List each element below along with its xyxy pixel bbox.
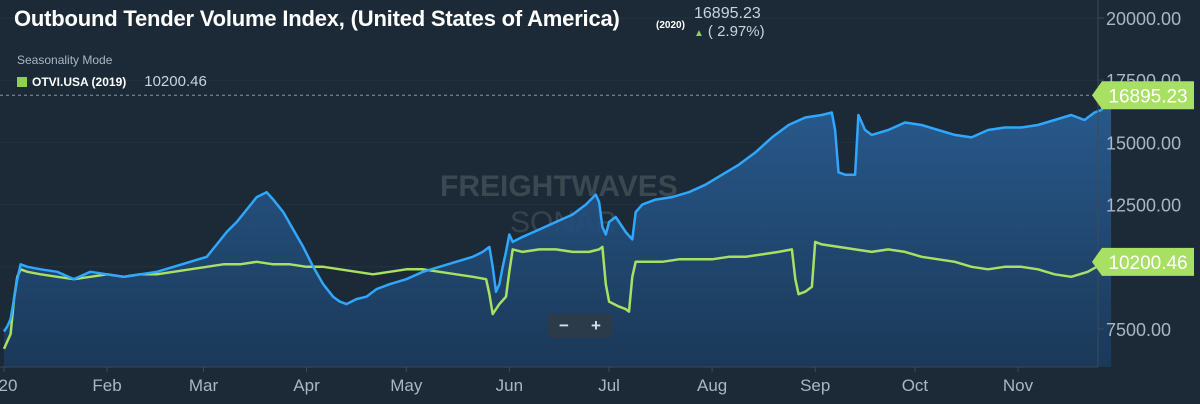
y-tick-label: 15000.00	[1106, 133, 1181, 153]
legend-swatch	[17, 76, 27, 87]
series-2019-flag	[1092, 247, 1194, 276]
y-tick-label: 12500.00	[1106, 196, 1181, 216]
value-flags: 16895.23 10200.46	[1092, 81, 1194, 276]
headline-change: ▲( 2.97%)	[694, 23, 765, 40]
y-tick-label: 20000.00	[1106, 9, 1181, 29]
x-tick-label: Oct	[902, 376, 929, 395]
series-2019-flag-label: 10200.46	[1108, 253, 1187, 274]
y-tick-label: 7500.00	[1106, 320, 1171, 340]
title-year: (2020)	[656, 20, 685, 31]
series-2020-flag-label: 16895.23	[1108, 86, 1187, 107]
x-axis: 20 Feb Mar Apr May Jun Jul Aug Sep Oct Nov	[0, 366, 1098, 395]
x-tick-label: Aug	[697, 376, 727, 395]
legend-name: OTVI.USA (2019)	[32, 74, 127, 89]
zoom-in-button[interactable]: +	[591, 316, 601, 335]
x-tick-label: Feb	[92, 376, 121, 395]
legend[interactable]: OTVI.USA (2019) 10200.46	[17, 73, 207, 90]
x-tick-label: Mar	[189, 376, 219, 395]
series-2020-area	[4, 95, 1112, 368]
zoom-out-button[interactable]: −	[559, 316, 569, 335]
up-arrow-icon: ▲	[694, 28, 704, 39]
headline-change-text: ( 2.97%)	[707, 23, 765, 40]
x-tick-label: 20	[0, 376, 17, 395]
series-2019-line	[2, 240, 1112, 350]
watermark-line1: FREIGHTWAVES	[440, 170, 678, 203]
series-2020-flag	[1092, 81, 1194, 110]
x-tick-label: Apr	[293, 376, 320, 395]
x-tick-label: Sep	[800, 376, 830, 395]
zoom-controls: − +	[548, 314, 612, 338]
x-tick-label: Jul	[598, 376, 620, 395]
seasonality-mode-label: Seasonality Mode	[17, 53, 113, 67]
headline-value: 16895.23	[694, 5, 761, 22]
x-tick-label: Nov	[1003, 376, 1034, 395]
legend-value: 10200.46	[144, 73, 207, 90]
series-areas	[4, 95, 1112, 368]
series-lines	[2, 94, 1113, 350]
chart-title: Outbound Tender Volume Index, (United St…	[14, 6, 620, 31]
x-tick-label: Jun	[496, 376, 523, 395]
series-2020-line	[2, 94, 1113, 333]
x-tick-label: May	[390, 376, 423, 395]
